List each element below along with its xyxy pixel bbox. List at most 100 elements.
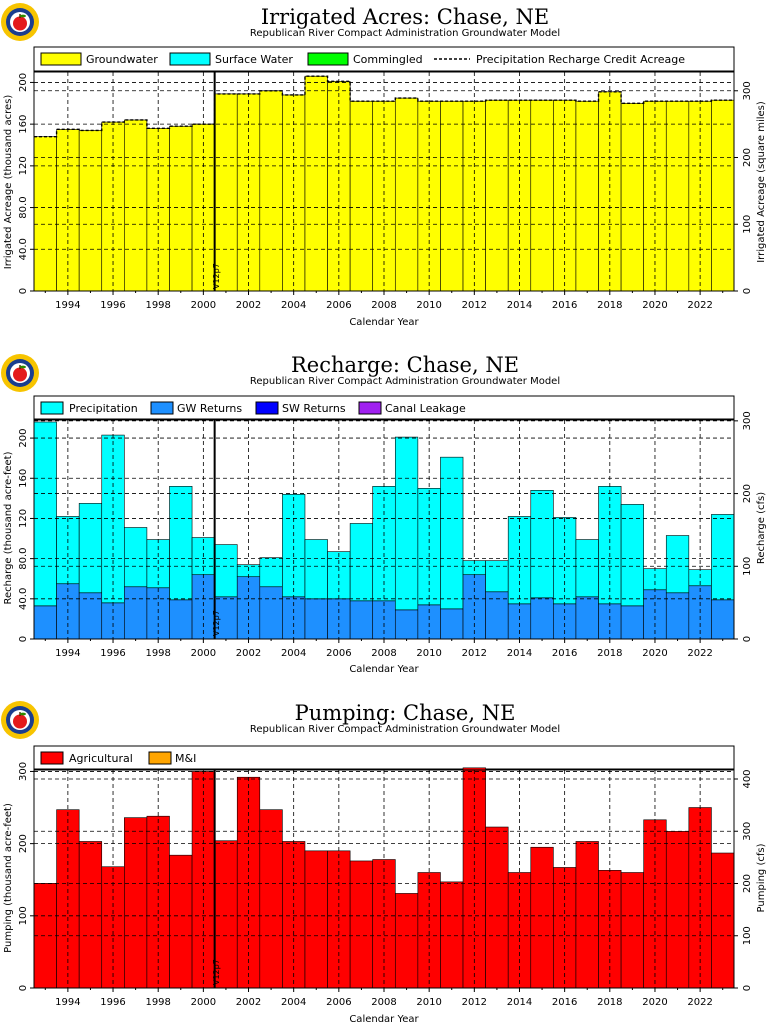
legend-label-sw-returns: SW Returns — [282, 402, 346, 415]
logo — [1, 354, 39, 392]
legend-swatch-canal-leakage — [358, 401, 382, 415]
x-tick-label-10: 2014 — [507, 300, 532, 311]
y-tick-label-5: 200 — [18, 429, 29, 448]
legend-swatch-agricultural — [40, 751, 64, 765]
bar-gw-returns-2017 — [575, 596, 599, 640]
bar-gw-returns-2005 — [304, 598, 328, 640]
bar-gw-returns-2003 — [259, 586, 283, 640]
x-tick-label-3: 2000 — [191, 300, 216, 311]
y2-tick-label-0: 0 — [742, 985, 753, 991]
bar-precipitation-2020 — [643, 568, 667, 591]
y-tick-label-0: 0 — [18, 985, 29, 991]
bar-gw-returns-2015 — [530, 597, 554, 640]
y2-tick-label-0: 0 — [742, 636, 753, 642]
x-tick-label-5: 2004 — [281, 648, 306, 659]
x-tick-label-5: 2004 — [281, 300, 306, 311]
x-tick-label-0: 1994 — [55, 648, 80, 659]
x-tick-label-13: 2020 — [642, 300, 667, 311]
legend: Precipitation GW Returns SW Returns Cana… — [33, 395, 735, 420]
y2-tick-label-1: 100 — [742, 926, 753, 945]
bar-agricultural-2017 — [575, 841, 599, 989]
bar-gw-returns-2007 — [349, 600, 374, 640]
bar-agricultural-2009 — [394, 893, 419, 989]
bar-groundwater-1993 — [33, 136, 57, 292]
bar-groundwater-1995 — [78, 130, 103, 292]
x-tick-label-6: 2006 — [326, 648, 351, 659]
bar-agricultural-1997 — [124, 817, 148, 989]
bar-agricultural-2023 — [711, 852, 735, 989]
y2-axis-label: Recharge (cfs) — [756, 492, 767, 564]
legend-label-agricultural: Agricultural — [69, 752, 133, 765]
legend-swatch-surface-water — [169, 52, 211, 66]
x-tick-label-12: 2018 — [597, 997, 622, 1008]
y2-tick-label-0: 0 — [742, 288, 753, 294]
bar-precipitation-2019 — [620, 504, 644, 607]
logo — [1, 701, 39, 739]
y2-tick-label-3: 300 — [742, 822, 753, 841]
x-tick-label-4: 2002 — [236, 648, 261, 659]
y-tick-label-3: 120 — [18, 509, 29, 528]
x-tick-label-5: 2004 — [281, 997, 306, 1008]
x-tick-label-11: 2016 — [552, 300, 577, 311]
bar-groundwater-2003 — [259, 90, 283, 292]
bar-precipitation-1993 — [33, 421, 57, 607]
legend: Agricultural M&I — [33, 745, 735, 770]
bar-groundwater-2023 — [711, 99, 735, 292]
legend-label-groundwater: Groundwater — [86, 53, 158, 66]
x-tick-label-13: 2020 — [642, 997, 667, 1008]
y2-tick-label-1: 100 — [742, 215, 753, 234]
bar-groundwater-1994 — [56, 129, 80, 292]
x-tick-label-10: 2014 — [507, 648, 532, 659]
bar-gw-returns-2009 — [394, 609, 419, 640]
recharge-chart: Recharge: Chase, NE Republican River Com… — [1, 353, 767, 675]
y-axis-label: Recharge (thousand acre-feet) — [3, 451, 14, 604]
x-tick-label-0: 1994 — [55, 300, 80, 311]
bar-precipitation-2015 — [530, 490, 554, 599]
bar-groundwater-1999 — [169, 125, 193, 292]
y-tick-label-2: 80.0 — [18, 196, 29, 218]
bar-agricultural-2013 — [485, 826, 509, 989]
apple-icon — [13, 16, 27, 31]
y-tick-label-3: 300 — [18, 762, 29, 781]
legend-swatch-gw-returns — [150, 401, 174, 415]
bar-groundwater-2019 — [620, 102, 644, 292]
bar-groundwater-2007 — [349, 100, 374, 292]
bar-groundwater-2021 — [665, 100, 690, 292]
x-tick-label-3: 2000 — [191, 997, 216, 1008]
chart-subtitle: Republican River Compact Administration … — [250, 376, 560, 387]
apple-icon — [13, 714, 27, 729]
x-tick-label-1: 1996 — [100, 300, 125, 311]
x-tick-label-7: 2008 — [371, 648, 396, 659]
y-tick-label-2: 200 — [18, 834, 29, 853]
bar-precipitation-1995 — [78, 503, 103, 594]
bar-groundwater-2013 — [485, 99, 509, 292]
vline-label: V12p7 — [212, 959, 221, 985]
chart-subtitle: Republican River Compact Administration … — [250, 28, 560, 39]
x-tick-label-8: 2010 — [416, 648, 441, 659]
bar-precipitation-2013 — [485, 560, 509, 593]
x-tick-label-8: 2010 — [416, 997, 441, 1008]
x-tick-label-8: 2010 — [416, 300, 441, 311]
y2-axis-label: Pumping (cfs) — [756, 843, 767, 912]
bar-groundwater-2011 — [440, 100, 464, 292]
apple-icon — [13, 367, 27, 382]
legend-swatch-commingled — [307, 52, 349, 66]
bar-groundwater-2005 — [304, 75, 328, 292]
x-tick-label-4: 2002 — [236, 997, 261, 1008]
bar-gw-returns-1997 — [124, 586, 148, 640]
legend-label-mi: M&I — [175, 752, 196, 765]
bar-precipitation-1999 — [169, 486, 193, 601]
y-tick-label-4: 160 — [18, 469, 29, 488]
bar-precipitation-2005 — [304, 539, 328, 600]
bar-groundwater-2017 — [575, 100, 599, 292]
y-tick-label-0: 0 — [18, 636, 29, 642]
legend-label-precipitation: Precipitation — [69, 402, 138, 415]
chart-title: Recharge: Chase, NE — [291, 353, 519, 377]
apple-leaf — [20, 14, 26, 18]
legend-label-surface-water: Surface Water — [215, 53, 293, 66]
legend-swatch-mi — [148, 751, 172, 765]
chart-title: Pumping: Chase, NE — [295, 701, 516, 725]
x-tick-label-6: 2006 — [326, 300, 351, 311]
